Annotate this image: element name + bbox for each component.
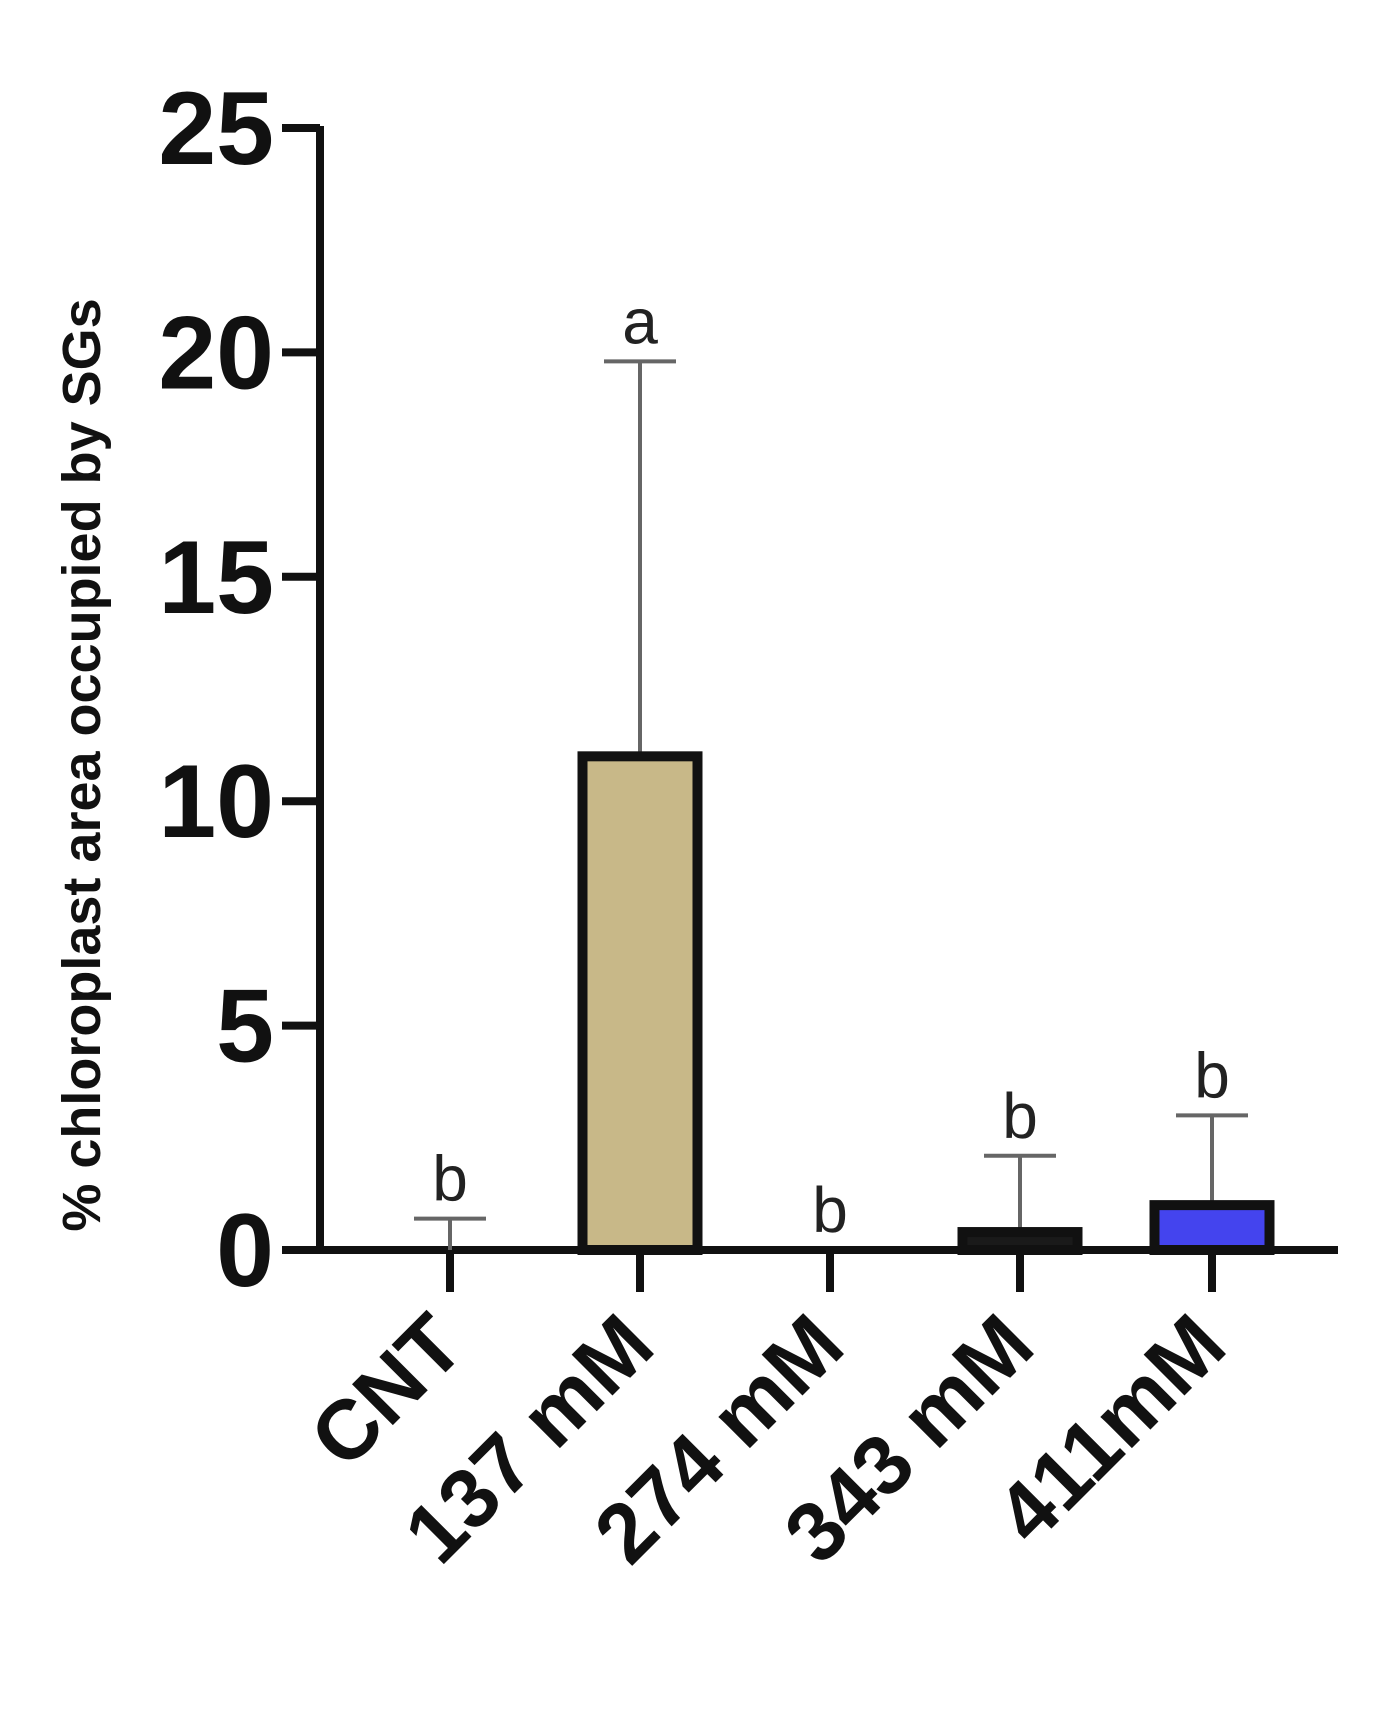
- bar: [577, 751, 703, 1255]
- y-axis-label: % chloroplast area occupied by SGs: [52, 298, 112, 1231]
- significance-letter: b: [1002, 1080, 1038, 1152]
- bar: [1149, 1200, 1275, 1255]
- significance-letter: b: [1194, 1039, 1230, 1111]
- bar: [957, 1227, 1083, 1255]
- y-tick-label: 5: [216, 969, 274, 1085]
- significance-letter: b: [812, 1174, 848, 1246]
- y-tick-label: 20: [158, 295, 274, 411]
- significance-letter: a: [622, 285, 658, 357]
- y-tick-label: 25: [158, 71, 274, 187]
- significance-letter: b: [432, 1143, 468, 1215]
- y-tick-label: 15: [158, 520, 274, 636]
- y-tick-label: 10: [158, 744, 274, 860]
- y-tick-label: 0: [216, 1193, 274, 1309]
